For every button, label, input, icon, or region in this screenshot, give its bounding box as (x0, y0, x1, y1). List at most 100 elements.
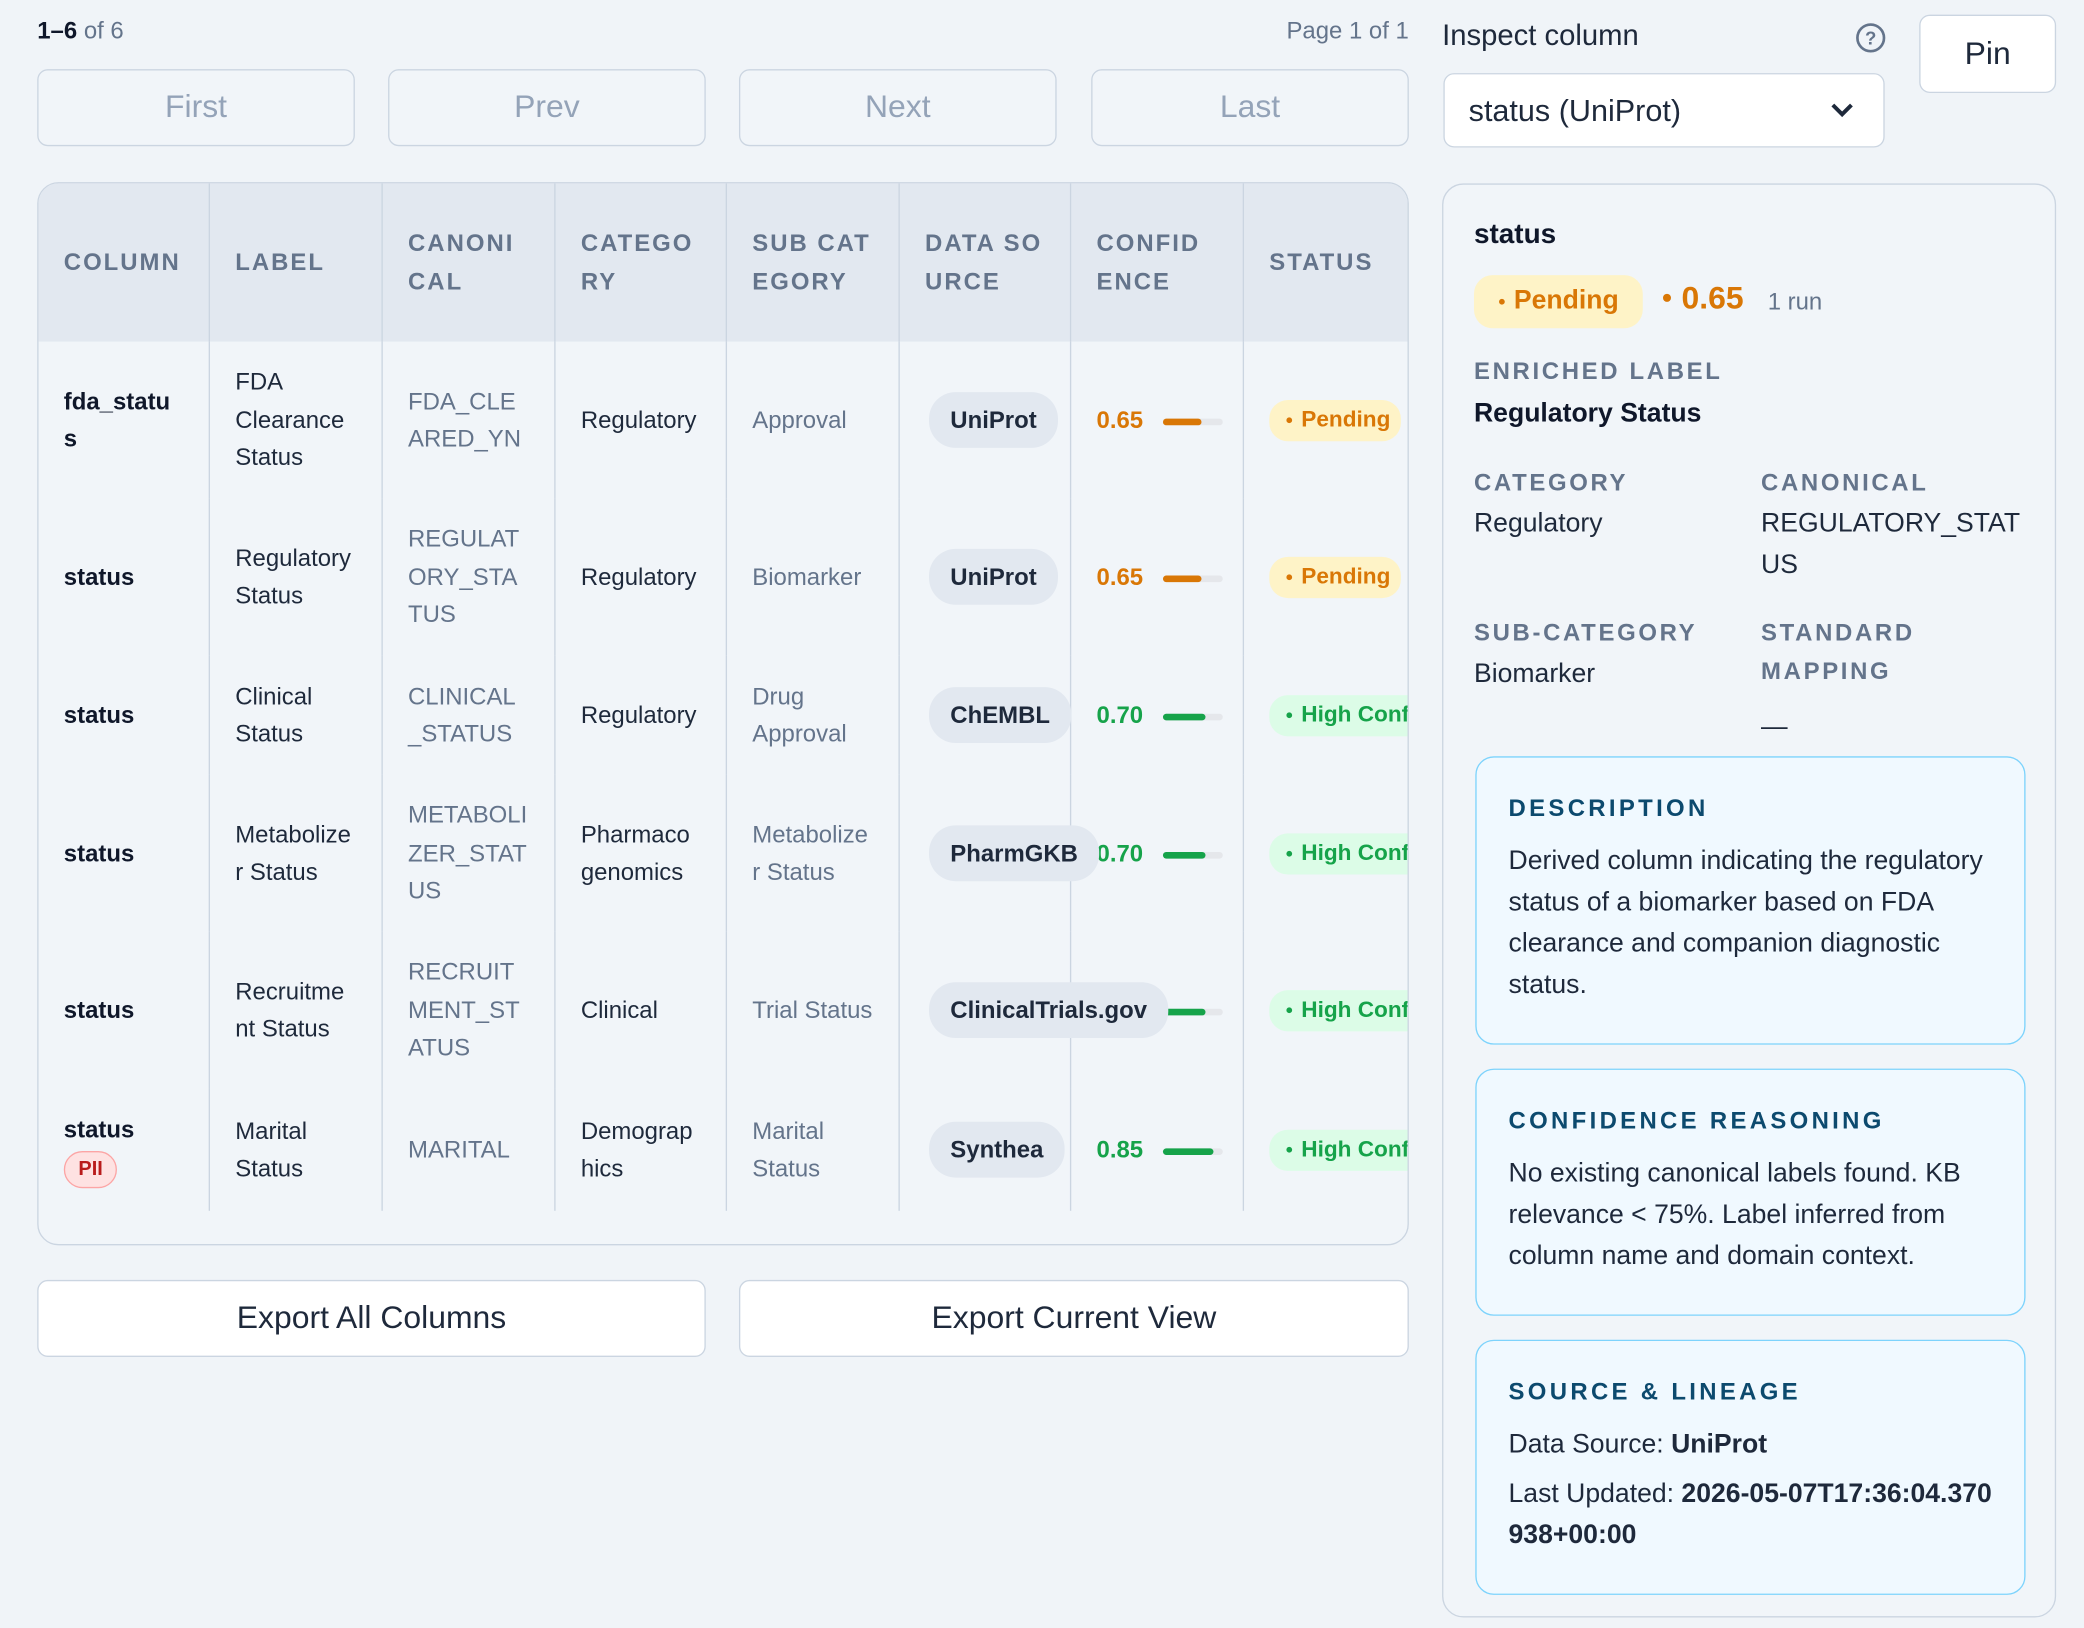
table-row: status Recruitment Status RECRUITMENT_STAT… (38, 931, 1408, 1089)
status-badge: Pending (1269, 399, 1402, 441)
table-row: status PII Marital Status MARITAL Demographi… (38, 1088, 1408, 1211)
column-cell: status (38, 655, 210, 775)
column-header: SUB CATEGORY (726, 183, 900, 342)
inspector-confidence: ● 0.65 (1661, 280, 1744, 317)
source-cell: ChEMBL (899, 655, 1072, 775)
page-button[interactable]: First (37, 69, 355, 147)
column-cell: status (38, 498, 210, 656)
field-label: SUB-CATEGORY (1473, 619, 1698, 646)
source-cell: ClinicalTrials.gov (899, 931, 1169, 1089)
column-header: CATEGORY (554, 183, 728, 342)
pii-badge: PII (63, 1151, 118, 1189)
field-value: REGULATORY_STATUS (1761, 509, 2021, 580)
confidence-track (1162, 1147, 1223, 1155)
status-badge: High Confidence (1269, 989, 1408, 1031)
runs: 1 run (1767, 288, 1823, 315)
category-cell: Clinical (554, 931, 728, 1089)
confidence-cell: 0.85 (1070, 1088, 1245, 1211)
source-cell: Synthea (899, 1088, 1072, 1211)
source-cell: UniProt (899, 498, 1072, 656)
subcategory-cell: Metabolizer Status (726, 774, 900, 932)
column-name: status (63, 563, 135, 590)
card-heading: DESCRIPTION (1508, 794, 1709, 822)
source-pill: ChEMBL (929, 686, 1072, 744)
category-cell: Regulatory (554, 655, 728, 775)
help-icon[interactable]: ? (1854, 21, 1887, 54)
confidence-bar (1162, 1008, 1205, 1015)
confidence-cell: 0.70 (1070, 774, 1245, 932)
range-total: of 6 (83, 17, 124, 44)
inspect-label: Inspect column (1442, 18, 1639, 52)
reasoning-card: CONFIDENCE REASONING No existing canonica… (1475, 1068, 2026, 1316)
confidence-bar (1162, 574, 1202, 582)
confidence-value: 0.70 (1096, 701, 1144, 729)
canonical-cell: METABOLIZER_STATUS (382, 774, 556, 932)
table-card: COLUMN LABEL CANONICAL CATEGORY SUB CATEGORY… (37, 182, 1409, 1246)
column-cell: status PII (38, 1088, 210, 1211)
confidence-cell: 0.65 (1070, 341, 1245, 499)
category-cell: Demographics (554, 1088, 728, 1211)
column-name: status (63, 996, 135, 1024)
source-pill: ClinicalTrials.gov (929, 981, 1169, 1039)
header-row: COLUMN LABEL CANONICAL CATEGORY SUB CATEGORY… (38, 183, 1408, 342)
confidence-track (1162, 713, 1223, 720)
label-cell: Regulatory Status (209, 498, 383, 656)
columns-table: COLUMN LABEL CANONICAL CATEGORY SUB CATEGORY… (38, 183, 1408, 1211)
canonical-cell: MARITAL (382, 1088, 556, 1211)
canonical-cell: RECRUITMENT_STATUS (382, 931, 556, 1089)
page-button[interactable]: Next (738, 69, 1057, 147)
page-button[interactable]: Prev (388, 69, 706, 147)
chevron (1831, 103, 1853, 118)
confidence-bar (1162, 851, 1205, 858)
updated-value: 2026-05-07T17:36:04.370938+00:00 (1508, 1479, 1992, 1550)
card-text: No existing canonical labels found. KB r… (1508, 1158, 1961, 1271)
status-badge: High Confidence (1269, 832, 1408, 874)
description-card: DESCRIPTION Derived column indicating the… (1475, 756, 2026, 1045)
column-name: status (63, 839, 135, 867)
column-header: CONFIDENCE (1070, 183, 1245, 342)
card-text: Derived column indicating the regulatory… (1508, 846, 1983, 1000)
enriched-heading: ENRICHED LABEL (1473, 357, 1723, 385)
svg-text:?: ? (1865, 28, 1876, 49)
table-row: status Clinical Status CLINICAL_STATUS Regu… (38, 655, 1408, 775)
canonical-cell: REGULATORY_STATUS (382, 498, 556, 656)
status-cell: High Confidence (1243, 1088, 1408, 1211)
label-cell: Metabolizer Status (209, 774, 383, 932)
source-pill: UniProt (929, 548, 1058, 606)
source-pill: UniProt (929, 391, 1058, 449)
column-header: CANONICAL (382, 183, 556, 342)
confidence-value: 0.70 (1096, 839, 1144, 867)
confidence-value: 0.65 (1681, 280, 1744, 317)
status-cell: High Confidence (1243, 774, 1408, 932)
range-count: 1–6 (37, 17, 78, 44)
page-button[interactable]: Last (1091, 69, 1409, 147)
subcategory-cell: Biomarker (726, 498, 900, 656)
column-cell: status (38, 931, 210, 1089)
export-all[interactable]: Export All Columns (37, 1279, 706, 1358)
status-cell: High Confidence (1243, 931, 1408, 1089)
status-cell: Pending (1243, 498, 1408, 656)
label-cell: Marital Status (209, 1088, 383, 1211)
column-select[interactable]: status (UniProt) (1443, 73, 1885, 148)
confidence-track (1162, 1008, 1223, 1015)
confidence-value: 0.65 (1096, 406, 1144, 433)
column-header: COLUMN (38, 183, 210, 342)
status-cell: High Confidence (1243, 655, 1408, 775)
status-badge: Pending (1269, 556, 1402, 598)
column-cell: status (38, 774, 210, 932)
canonical-cell: FDA_CLEARED_YN (382, 341, 556, 499)
updated-label: Last Updated: (1508, 1479, 1675, 1509)
card-heading: SOURCE & LINEAGE (1508, 1378, 1801, 1405)
pin-button[interactable]: Pin (1919, 14, 2057, 94)
category-cell: Regulatory (554, 498, 728, 656)
export-view[interactable]: Export Current View (738, 1279, 1409, 1358)
category-cell: Pharmacogenomics (554, 774, 728, 932)
canonical-cell: CLINICAL_STATUS (382, 655, 556, 775)
subcategory-cell: Drug Approval (726, 655, 900, 775)
field-label: STANDARD MAPPING (1761, 619, 1915, 685)
subcategory-cell: Approval (726, 341, 900, 499)
field-value: Regulatory (1473, 509, 1603, 539)
source-cell: PharmGKB (899, 774, 1100, 932)
